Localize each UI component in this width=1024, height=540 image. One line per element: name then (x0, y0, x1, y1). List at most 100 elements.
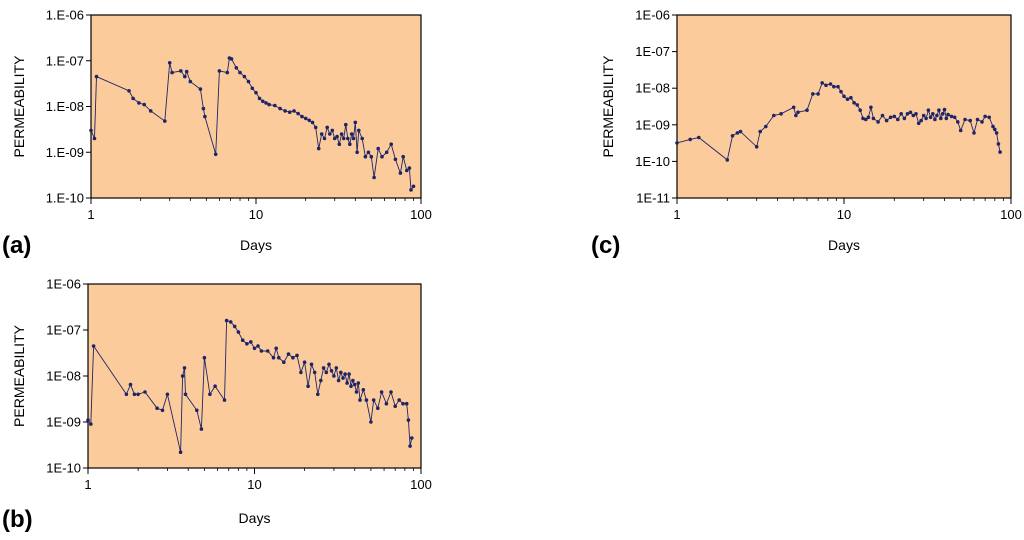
data-point (203, 114, 207, 119)
data-point (866, 115, 871, 120)
data-point (855, 103, 859, 107)
data-point (274, 346, 279, 351)
data-point (935, 113, 939, 118)
data-point (245, 342, 249, 346)
data-point (143, 390, 147, 394)
data-point (735, 131, 740, 135)
chart-panel-b: 1E-10 1E-09 1E-08 1E-07 1E-06 1 10 100 Days PERME… (2, 277, 432, 534)
data-point (349, 384, 353, 389)
data-point (170, 70, 174, 75)
data-point (198, 87, 203, 91)
data-point (361, 388, 366, 392)
data-point (356, 381, 361, 385)
data-point (208, 392, 212, 397)
data-point (811, 92, 815, 96)
data-point (349, 132, 354, 136)
data-point (805, 108, 809, 112)
data-point (309, 362, 314, 367)
x-tick-label: 100 (410, 207, 432, 222)
data-point (902, 116, 907, 121)
data-point (937, 108, 941, 112)
data-point (136, 392, 140, 397)
data-point (407, 166, 412, 170)
data-point (234, 66, 239, 70)
data-point (335, 134, 339, 139)
data-point (310, 120, 315, 125)
data-point (261, 99, 265, 104)
data-point (896, 117, 900, 122)
data-point (94, 74, 99, 79)
data-point (273, 103, 277, 108)
data-point (324, 370, 329, 375)
data-point (316, 146, 321, 151)
data-point (332, 374, 336, 378)
data-point (916, 121, 921, 126)
data-point (355, 150, 359, 155)
data-point (697, 135, 701, 140)
panel-label: (a) (2, 232, 31, 259)
data-point (303, 116, 308, 121)
data-point (369, 420, 373, 424)
data-point (160, 408, 165, 413)
data-point (313, 125, 318, 130)
x-tick-label: 100 (1000, 207, 1022, 222)
data-point (824, 83, 828, 88)
data-point (858, 108, 862, 112)
data-point (199, 427, 204, 431)
data-point (366, 150, 371, 155)
data-point (364, 398, 369, 402)
data-point (178, 450, 183, 455)
data-point (132, 392, 137, 397)
data-point (389, 142, 394, 146)
data-point (351, 378, 355, 383)
data-point (283, 109, 287, 113)
data-point (372, 175, 376, 180)
data-point (357, 128, 361, 133)
data-point (344, 122, 348, 127)
data-point (939, 116, 943, 121)
data-point (363, 154, 368, 159)
data-point (924, 116, 928, 121)
y-axis-label: PERMEABILITY (11, 324, 27, 427)
data-point (940, 112, 945, 116)
data-point (944, 116, 949, 121)
data-point (327, 362, 331, 367)
data-point (963, 117, 967, 122)
data-point (328, 132, 332, 136)
y-tick-label: 1E-10 (46, 461, 81, 476)
y-tick-label: 1E-07 (46, 323, 81, 338)
data-point (213, 152, 218, 157)
y-tick-label: 1.E-10 (46, 191, 84, 206)
data-point (252, 346, 257, 351)
data-point (337, 142, 342, 146)
data-point (259, 349, 264, 353)
data-point (336, 378, 341, 383)
x-axis-label: Days (240, 237, 272, 253)
data-point (124, 392, 129, 397)
data-point (348, 142, 352, 146)
data-point (410, 436, 414, 440)
panel-label: (c) (591, 232, 620, 259)
x-tick-label: 10 (837, 207, 851, 222)
data-point (758, 129, 762, 134)
data-point (306, 384, 310, 389)
plot-area (676, 14, 1012, 199)
data-point (968, 118, 972, 123)
data-point (839, 89, 843, 94)
chart-panel-c: 1E-11 1E-10 1E-09 1E-08 1E-07 1E-06 1 10 100 Days… (591, 8, 1022, 260)
y-tick-label: 1E-08 (635, 81, 670, 96)
data-point (411, 184, 416, 189)
data-point (188, 79, 193, 84)
data-point (282, 360, 286, 365)
data-point (246, 79, 251, 84)
data-point (167, 61, 172, 65)
data-point (228, 320, 233, 324)
data-point (352, 382, 357, 387)
data-point (354, 390, 359, 394)
data-point (91, 344, 96, 348)
data-point (861, 116, 865, 121)
data-point (341, 376, 345, 380)
data-point (137, 101, 141, 105)
y-tick-label: 1E-06 (635, 8, 670, 23)
data-point (852, 101, 856, 105)
